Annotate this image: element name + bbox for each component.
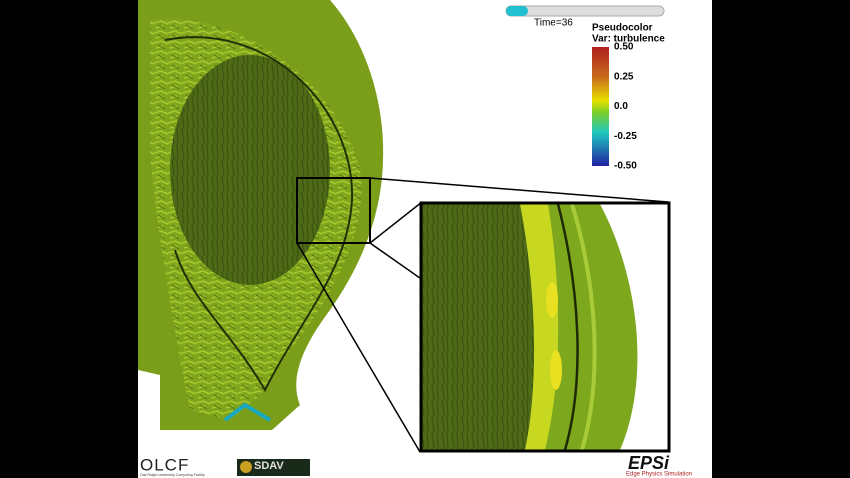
legend-variable: Var: turbulence bbox=[592, 34, 665, 45]
zoom-frame bbox=[419, 201, 671, 453]
sdav-emblem bbox=[240, 461, 252, 473]
time-slider-fill bbox=[506, 6, 528, 16]
sdav-logo: SDAV bbox=[254, 460, 284, 472]
epsi-logo: EPSi bbox=[628, 453, 670, 473]
color-bar-tick-label: -0.25 bbox=[614, 131, 637, 142]
legend-title: Pseudocolor bbox=[592, 23, 653, 34]
color-bar-ticks: 0.50 0.25 0.0 -0.25 -0.50 bbox=[614, 42, 637, 172]
separatrix bbox=[164, 36, 354, 393]
zoom-connectors bbox=[296, 177, 669, 453]
olcf-caption: Oak Ridge Leadership Computing Facility bbox=[140, 473, 205, 477]
time-slider-track bbox=[505, 5, 665, 17]
olcf-logo: OLCF bbox=[140, 455, 189, 474]
color-bar-tick-label: 0.25 bbox=[614, 71, 634, 82]
divertor-detail bbox=[223, 402, 272, 422]
color-bar-tick-label: -0.50 bbox=[614, 161, 637, 172]
color-bar-tick-label: 0.0 bbox=[614, 101, 628, 112]
epsi-caption: Edge Physics Simulation bbox=[626, 472, 692, 478]
time-label: Time=36 bbox=[534, 18, 573, 29]
sdav-logo-bg bbox=[237, 459, 310, 476]
zoom-view bbox=[422, 204, 668, 450]
torus-core bbox=[170, 55, 330, 285]
color-bar bbox=[592, 47, 609, 166]
color-bar-tick-label: 0.50 bbox=[614, 42, 634, 53]
zoom-source-box bbox=[296, 177, 371, 244]
